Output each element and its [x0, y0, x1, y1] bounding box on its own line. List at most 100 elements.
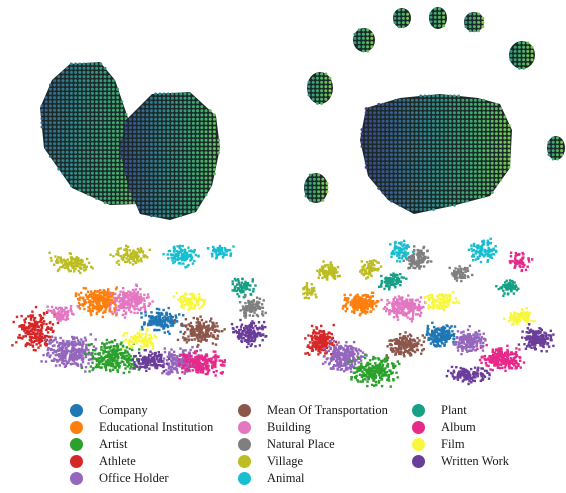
- tl-left-lobe-point: [48, 121, 52, 125]
- tsne-point: [41, 339, 44, 342]
- tl-right-lobe-point: [128, 155, 132, 159]
- tsne-point: [100, 355, 103, 358]
- tr-satellite-cluster-hull: [547, 136, 565, 160]
- tsne-point: [208, 328, 211, 331]
- tsne-point: [56, 269, 60, 273]
- tsne-point: [218, 359, 221, 362]
- tl-left-lobe-point: [116, 104, 120, 108]
- tr-center-cluster-point: [368, 111, 372, 115]
- tsne-point: [70, 261, 73, 264]
- tr-center-cluster-point: [419, 174, 423, 178]
- tr-center-cluster-point: [457, 174, 461, 178]
- tsne-point: [45, 310, 49, 314]
- tsne-point: [200, 327, 203, 331]
- tl-right-lobe-point: [154, 197, 158, 201]
- tsne-point: [45, 334, 49, 338]
- tl-right-lobe-point: [128, 147, 132, 151]
- tl-left-lobe-point: [95, 87, 99, 91]
- tsne-point: [33, 332, 36, 335]
- tl-right-lobe-point: [191, 134, 195, 138]
- tsne-point: [186, 328, 189, 331]
- tsne-point: [84, 268, 88, 271]
- tl-right-lobe-point: [162, 214, 166, 218]
- tl-right-lobe-point: [162, 172, 166, 176]
- tsne-point: [114, 304, 117, 307]
- tsne-point: [12, 320, 15, 324]
- tl-right-lobe-point: [187, 205, 191, 209]
- tr-center-cluster-point: [360, 140, 364, 144]
- tr-center-cluster-point: [410, 107, 414, 111]
- tl-right-lobe-point: [191, 109, 195, 113]
- tl-right-lobe-point: [179, 138, 183, 142]
- tsne-point: [105, 300, 108, 304]
- tl-left-lobe-point: [82, 125, 86, 129]
- tsne-point: [185, 302, 188, 306]
- tl-right-lobe-point: [154, 109, 158, 113]
- tsne-point: [118, 366, 121, 369]
- tsne-point: [116, 249, 119, 253]
- tl-left-lobe-point: [57, 87, 61, 91]
- tsne-point: [122, 287, 125, 290]
- tr-center-cluster-point: [440, 128, 444, 132]
- tr-center-cluster-point: [398, 140, 402, 144]
- tl-right-lobe-point: [208, 176, 212, 180]
- tl-left-lobe-point: [99, 66, 103, 70]
- tl-left-lobe-point: [48, 150, 52, 154]
- tl-left-lobe-point: [40, 108, 44, 112]
- tsne-point: [83, 266, 86, 269]
- tsne-point: [168, 370, 172, 373]
- tr-center-cluster-point: [373, 132, 377, 136]
- tsne-point: [150, 336, 153, 339]
- tl-left-lobe-point: [120, 104, 124, 108]
- tl-right-lobe-point: [179, 142, 183, 146]
- tsne-point: [189, 306, 192, 309]
- tr-center-cluster-point: [444, 153, 448, 157]
- tl-right-lobe-point: [208, 155, 212, 159]
- tl-left-lobe-point: [53, 79, 57, 83]
- tl-right-lobe-point: [137, 151, 141, 155]
- tsne-point: [62, 349, 66, 353]
- tsne-point: [65, 362, 68, 365]
- tsne-point: [139, 247, 142, 250]
- tr-center-cluster-point: [478, 149, 482, 153]
- tl-left-lobe-point: [103, 75, 107, 79]
- tsne-point: [37, 346, 40, 349]
- tr-center-cluster-point: [478, 153, 482, 157]
- tsne-point: [57, 359, 60, 362]
- tl-left-lobe-point: [78, 138, 82, 142]
- tr-satellite-cluster-point: [429, 20, 433, 24]
- tl-right-lobe-point: [137, 180, 141, 184]
- tr-center-cluster-point: [415, 111, 419, 115]
- tl-right-lobe-point: [183, 105, 187, 109]
- tr-center-cluster-point: [499, 161, 503, 165]
- tsne-point: [60, 348, 63, 351]
- tsne-point: [196, 337, 200, 340]
- tsne-point: [24, 317, 27, 320]
- tl-right-lobe-point: [196, 147, 200, 151]
- tsne-point: [253, 340, 256, 343]
- tsne-point: [49, 256, 53, 260]
- tl-left-lobe-point: [103, 180, 107, 184]
- tl-right-lobe-point: [187, 113, 191, 117]
- tr-center-cluster-point: [389, 123, 393, 127]
- tl-right-lobe-point: [158, 168, 162, 172]
- tr-satellite-cluster-point: [328, 89, 332, 93]
- tr-center-cluster-point: [398, 170, 402, 174]
- tsne-point: [257, 321, 261, 324]
- tr-center-cluster-point: [419, 115, 423, 119]
- tsne-point: [170, 369, 173, 372]
- tl-left-lobe-point: [74, 66, 78, 70]
- tl-right-lobe-point: [208, 109, 212, 113]
- tr-center-cluster-point: [419, 157, 423, 161]
- tsne-point: [128, 249, 132, 252]
- tr-center-cluster-point: [478, 140, 482, 144]
- tsne-point: [247, 335, 250, 338]
- tsne-point: [210, 317, 213, 320]
- tsne-point: [33, 316, 37, 320]
- tr-center-cluster-point: [473, 170, 477, 174]
- tsne-point: [124, 300, 128, 303]
- tr-center-cluster-point: [461, 191, 465, 195]
- tl-right-lobe-point: [175, 214, 179, 218]
- tr-center-cluster-point: [373, 128, 377, 132]
- tsne-point: [113, 359, 116, 363]
